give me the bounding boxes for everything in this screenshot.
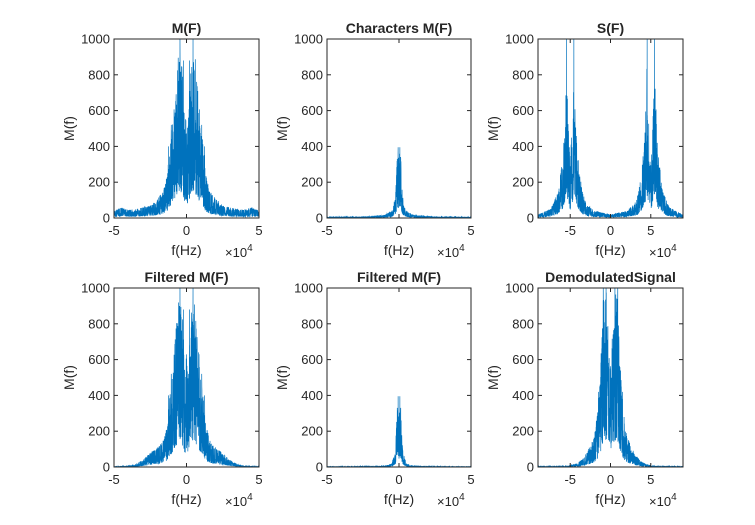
chart-3-ytick-label: 1000 xyxy=(505,32,534,47)
chart-2-xtick-label: 5 xyxy=(467,223,474,238)
chart-3-ytick-label: 800 xyxy=(512,67,534,82)
chart-1-xtick-label: 5 xyxy=(255,223,262,238)
chart-3-ytick-label: 400 xyxy=(512,139,534,154)
chart-5-ytick-label: 800 xyxy=(301,316,323,331)
chart-6-ytick-label: 0 xyxy=(527,460,534,475)
chart-1-ytick-label: 1000 xyxy=(81,32,110,47)
chart-3-xtick-label: 5 xyxy=(647,223,654,238)
chart-1-ytick-label: 200 xyxy=(88,175,110,190)
chart-5-ytick-label: 0 xyxy=(316,460,323,475)
chart-2-ytick-label: 0 xyxy=(316,211,323,226)
chart-4-xtick-label: 5 xyxy=(255,472,262,487)
chart-4-ytick-label: 0 xyxy=(103,460,110,475)
chart-1-ytick-label: 800 xyxy=(88,67,110,82)
chart-1-ytick-label: 400 xyxy=(88,139,110,154)
chart-6-ytick-label: 1000 xyxy=(505,281,534,296)
chart-5-ytick-label: 400 xyxy=(301,388,323,403)
chart-1-xtick-label: -5 xyxy=(108,223,120,238)
chart-5-x-exponent: ×104 xyxy=(437,492,465,509)
chart-5-ytick-label: 1000 xyxy=(294,281,323,296)
chart-6-title: DemodulatedSignal xyxy=(545,269,676,285)
chart-1-xlabel: f(Hz) xyxy=(171,242,201,258)
chart-1-series-line xyxy=(114,39,259,218)
chart-4-series-line xyxy=(114,288,259,467)
chart-6: 0 200 400 600 800 1000 -5 0 5 DemodulatedSignal f(… xyxy=(485,269,684,509)
chart-3-xlabel: f(Hz) xyxy=(595,242,625,258)
chart-5-xtick-label: 0 xyxy=(395,472,402,487)
chart-3: 0 200 400 600 800 1000 -5 0 5 S(F) f(Hz) M(f) ×104 xyxy=(485,20,684,260)
chart-6-xlabel: f(Hz) xyxy=(595,491,625,507)
chart-4-xtick-label: -5 xyxy=(108,472,120,487)
chart-3-ytick-label: 0 xyxy=(527,211,534,226)
chart-5-xtick-label: -5 xyxy=(321,472,333,487)
chart-4-xtick-label: 0 xyxy=(183,472,190,487)
chart-2-ytick-label: 600 xyxy=(301,103,323,118)
chart-1-ytick-label: 600 xyxy=(88,103,110,118)
chart-6-ylabel: M(f) xyxy=(485,365,501,390)
chart-4-ytick-label: 600 xyxy=(88,352,110,367)
chart-2-ytick-label: 1000 xyxy=(294,32,323,47)
chart-3-xtick-label: -5 xyxy=(564,223,576,238)
chart-2-xtick-label: -5 xyxy=(321,223,333,238)
chart-2-x-exponent: ×104 xyxy=(437,243,465,260)
chart-5-ytick-label: 600 xyxy=(301,352,323,367)
chart-4-title: Filtered M(F) xyxy=(145,269,229,285)
chart-3-xtick-label: 0 xyxy=(607,223,614,238)
chart-3-ytick-label: 600 xyxy=(512,103,534,118)
chart-2-ylabel: M(f) xyxy=(274,116,290,141)
chart-1-x-exponent: ×104 xyxy=(225,243,253,260)
chart-3-ytick-label: 200 xyxy=(512,175,534,190)
chart-6-ytick-label: 600 xyxy=(512,352,534,367)
chart-3-x-exponent: ×104 xyxy=(649,243,677,260)
chart-1-title: M(F) xyxy=(172,20,202,36)
chart-5-ytick-label: 200 xyxy=(301,424,323,439)
chart-6-ytick-label: 200 xyxy=(512,424,534,439)
chart-3-ylabel: M(f) xyxy=(485,116,501,141)
chart-2-ytick-label: 200 xyxy=(301,175,323,190)
chart-5-ylabel: M(f) xyxy=(274,365,290,390)
chart-4-ytick-label: 400 xyxy=(88,388,110,403)
chart-1-ytick-label: 0 xyxy=(103,211,110,226)
chart-6-ytick-label: 400 xyxy=(512,388,534,403)
chart-5-xtick-label: 5 xyxy=(467,472,474,487)
chart-6-ytick-label: 800 xyxy=(512,316,534,331)
chart-2-ytick-label: 400 xyxy=(301,139,323,154)
chart-4-ytick-label: 1000 xyxy=(81,281,110,296)
chart-4-x-exponent: ×104 xyxy=(225,492,253,509)
chart-4-ytick-label: 200 xyxy=(88,424,110,439)
chart-4-ylabel: M(f) xyxy=(61,365,77,390)
chart-2-xtick-label: 0 xyxy=(395,223,402,238)
chart-3-title: S(F) xyxy=(597,20,624,36)
chart-6-xtick-label: 0 xyxy=(607,472,614,487)
chart-6-x-exponent: ×104 xyxy=(649,492,677,509)
chart-5-title: Filtered M(F) xyxy=(357,269,441,285)
chart-1-xtick-label: 0 xyxy=(183,223,190,238)
chart-6-xtick-label: -5 xyxy=(564,472,576,487)
chart-2-ytick-label: 800 xyxy=(301,67,323,82)
chart-6-xtick-label: 5 xyxy=(647,472,654,487)
chart-2-xlabel: f(Hz) xyxy=(384,242,414,258)
chart-1-ylabel: M(f) xyxy=(61,116,77,141)
chart-5-xlabel: f(Hz) xyxy=(384,491,414,507)
chart-4-ytick-label: 800 xyxy=(88,316,110,331)
chart-2-title: Characters M(F) xyxy=(346,20,453,36)
chart-4-xlabel: f(Hz) xyxy=(171,491,201,507)
